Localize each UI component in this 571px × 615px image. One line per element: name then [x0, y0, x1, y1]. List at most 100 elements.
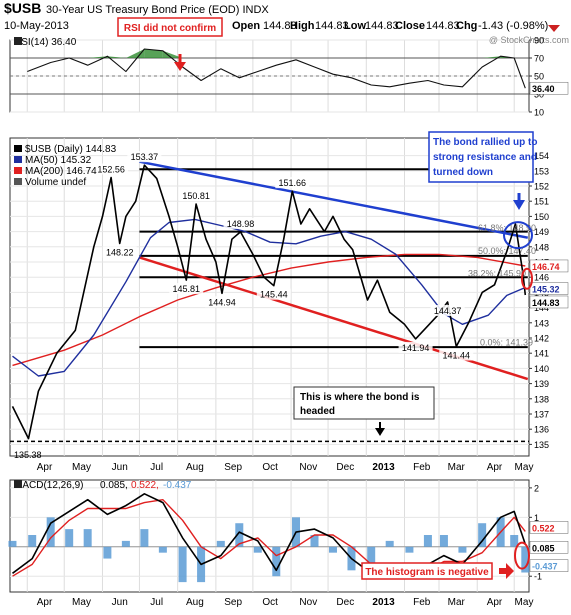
bond-note-text: turned down	[433, 167, 493, 178]
peak-label: 145.81	[173, 284, 201, 294]
price-x-tick-label: Nov	[299, 462, 317, 473]
macd-x-tick-label: Jul	[150, 597, 163, 608]
down-arrow-icon	[548, 25, 560, 32]
macd-histogram-bar	[121, 540, 130, 547]
macd-histogram-bar	[367, 546, 376, 565]
macd-histogram-bar	[385, 540, 394, 547]
macd-histogram-bar	[8, 540, 17, 547]
rsi-line	[27, 48, 526, 89]
rsi-note-box	[117, 17, 223, 37]
rsi-last-value: 36.40	[532, 84, 555, 94]
macd-histogram-bar	[140, 529, 149, 547]
macd-histogram-bar	[310, 535, 319, 547]
watermark: @ StockCharts.com	[489, 35, 569, 45]
rsi-y-tick-label: 30	[534, 90, 544, 100]
target-arrow-icon	[375, 428, 385, 436]
macd-y-tick-label: 2	[534, 483, 539, 493]
peak-label-bg	[256, 288, 291, 300]
macd-x-tick-label: Jun	[112, 597, 128, 608]
price-x-tick-label: Mar	[448, 462, 466, 473]
ma200-last-value-box	[529, 259, 569, 273]
price-y-tick-label: 136	[534, 425, 549, 435]
peak-label: 150.81	[182, 191, 210, 201]
macd-x-tick-label: 2013	[372, 597, 395, 608]
open-label: Open	[232, 20, 260, 32]
peak-label-bg	[223, 217, 258, 229]
price-y-tick-label: 139	[534, 379, 549, 389]
peak-label: 148.22	[106, 247, 134, 257]
low-value: 144.83	[365, 20, 399, 32]
macd-x-tick-label: Aug	[186, 597, 204, 608]
price-y-tick-label: 146	[534, 273, 549, 283]
price-y-tick-label: 154	[534, 151, 549, 161]
price-y-tick-label: 142	[534, 334, 549, 344]
macd-histogram-bar	[328, 546, 337, 553]
hist-note-text: The histogram is negative	[365, 567, 489, 578]
macd-x-tick-label: Nov	[299, 597, 317, 608]
macd-x-tick-label: Mar	[448, 597, 466, 608]
rsi-overbought-fill	[144, 49, 163, 58]
rsi-y-tick-label: 10	[534, 108, 544, 118]
macd-line	[12, 492, 527, 578]
peak-label-bg	[94, 163, 129, 175]
macd-x-tick-label: Apr	[487, 597, 503, 608]
macd-x-tick-label: Apr	[37, 597, 53, 608]
macd-x-tick-label: Oct	[262, 597, 278, 608]
price-y-tick-label: 135	[534, 440, 549, 450]
price-x-tick-label: Aug	[186, 462, 204, 473]
low-value-label: 135.38	[14, 450, 42, 460]
macd-histogram-bar	[439, 535, 448, 547]
price-x-tick-label: Oct	[262, 462, 278, 473]
macd-y-tick-label: -1	[534, 572, 542, 582]
macd-histogram-bar	[28, 535, 37, 547]
macd-hist-value: -0.437	[163, 480, 192, 491]
rsi-overbought-fill	[125, 49, 145, 58]
peak-label: 152.56	[97, 164, 125, 174]
target-note-box	[293, 386, 435, 420]
peak-label: 141.44	[443, 351, 471, 361]
macd-histogram-bar	[46, 517, 55, 547]
price-y-tick-label: 143	[534, 318, 549, 328]
macd-histogram-bar	[272, 546, 281, 577]
close-value: 144.83	[426, 20, 460, 32]
legend-swatch	[14, 167, 22, 174]
macd-histogram-bar	[65, 529, 74, 547]
fib-label: 38.2%: 145.90	[468, 269, 526, 279]
peak-label-bg	[439, 349, 474, 361]
legend-label: Volume undef	[25, 177, 86, 188]
peak-label-bg	[127, 151, 162, 163]
legend-label: $USB (Daily) 144.83	[25, 144, 117, 155]
price-y-tick-label: 152	[534, 182, 549, 192]
resistance-trendline	[139, 160, 529, 239]
price-y-tick-label: 151	[534, 197, 549, 207]
low-label: Low	[344, 20, 366, 32]
price-y-tick-label: 138	[534, 394, 549, 404]
rsi-y-tick-label: 50	[534, 72, 544, 82]
price-x-tick-label: 2013	[372, 462, 395, 473]
rsi-legend-swatch	[14, 37, 22, 45]
rsi-overbought-fill	[162, 50, 183, 58]
chg-value: -1.43 (-0.98%)	[478, 20, 548, 32]
macd-histogram-bar	[521, 546, 530, 573]
macd-signal-value: 0.522,	[131, 480, 159, 491]
price-line	[11, 164, 527, 440]
legend-swatch	[14, 156, 22, 163]
high-value: 144.83	[315, 20, 349, 32]
ticker-symbol: $USB	[4, 0, 41, 16]
legend-swatch	[14, 145, 22, 152]
price-y-tick-label: 150	[534, 212, 549, 222]
ma50-last-value-box	[529, 282, 569, 295]
peak-label: 153.37	[131, 152, 159, 162]
price-y-tick-label: 148	[534, 242, 549, 252]
price-circle	[521, 267, 533, 290]
price-y-tick-label: 153	[534, 166, 549, 176]
macd-value: 0.085,	[100, 480, 128, 491]
target-note-text: headed	[300, 406, 335, 417]
macd-histogram-bar	[478, 523, 487, 547]
price-y-tick-label: 149	[534, 227, 549, 237]
macd-histogram-bar	[178, 546, 187, 583]
bond-note-text: The bond rallied up to	[433, 137, 537, 148]
macd-hist-last-box	[529, 559, 569, 572]
price-x-tick-label: May	[72, 462, 91, 473]
